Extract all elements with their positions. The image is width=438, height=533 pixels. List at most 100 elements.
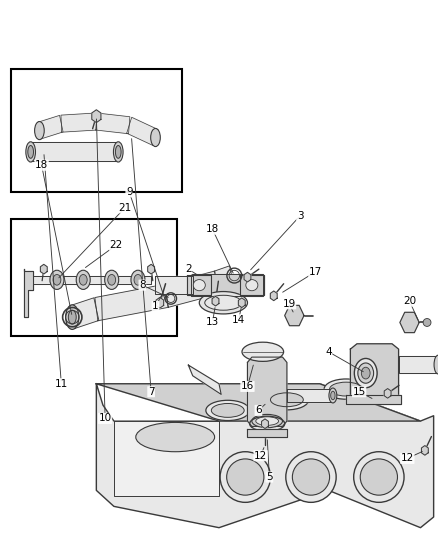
Text: 18: 18 <box>35 160 48 170</box>
Ellipse shape <box>116 146 121 158</box>
Text: 10: 10 <box>99 414 112 423</box>
Bar <box>11 69 182 192</box>
Text: 2: 2 <box>185 264 192 274</box>
Ellipse shape <box>242 342 284 361</box>
Text: 14: 14 <box>232 315 245 325</box>
Text: 18: 18 <box>206 224 219 234</box>
Polygon shape <box>287 389 333 402</box>
Ellipse shape <box>265 390 309 410</box>
Ellipse shape <box>76 270 90 289</box>
Polygon shape <box>188 365 221 394</box>
Ellipse shape <box>358 363 374 383</box>
Polygon shape <box>421 446 428 455</box>
Ellipse shape <box>270 393 304 407</box>
Polygon shape <box>127 117 158 146</box>
Polygon shape <box>350 344 399 402</box>
Text: 3: 3 <box>297 211 304 221</box>
Polygon shape <box>40 264 47 274</box>
Ellipse shape <box>434 356 438 374</box>
Text: 21: 21 <box>118 203 131 213</box>
Circle shape <box>423 319 431 326</box>
Polygon shape <box>31 142 118 161</box>
Ellipse shape <box>211 403 244 417</box>
Text: 8: 8 <box>139 280 146 290</box>
Ellipse shape <box>35 122 44 140</box>
Bar <box>11 219 177 336</box>
Ellipse shape <box>79 274 87 285</box>
Ellipse shape <box>53 274 61 285</box>
Text: 12: 12 <box>401 454 414 463</box>
Polygon shape <box>214 266 235 294</box>
Polygon shape <box>164 271 219 307</box>
Ellipse shape <box>324 379 368 399</box>
Ellipse shape <box>286 452 336 502</box>
Polygon shape <box>400 312 419 333</box>
Ellipse shape <box>227 459 264 495</box>
Ellipse shape <box>113 142 123 162</box>
Polygon shape <box>247 357 287 426</box>
Ellipse shape <box>134 274 142 285</box>
Polygon shape <box>384 389 391 398</box>
Polygon shape <box>399 356 438 373</box>
Polygon shape <box>261 419 268 429</box>
Text: 12: 12 <box>254 451 267 461</box>
Polygon shape <box>187 275 211 295</box>
Ellipse shape <box>331 391 335 400</box>
Ellipse shape <box>206 400 250 421</box>
Text: 15: 15 <box>353 387 366 397</box>
Text: 5: 5 <box>266 472 273 482</box>
Ellipse shape <box>329 388 337 403</box>
Ellipse shape <box>256 417 279 425</box>
Ellipse shape <box>68 310 76 324</box>
Polygon shape <box>96 384 434 528</box>
Polygon shape <box>156 297 164 308</box>
Ellipse shape <box>330 382 363 396</box>
Text: 1: 1 <box>152 302 159 311</box>
Ellipse shape <box>26 142 35 162</box>
Ellipse shape <box>354 452 404 502</box>
Polygon shape <box>96 384 420 421</box>
Polygon shape <box>61 113 97 132</box>
Polygon shape <box>285 305 304 326</box>
Ellipse shape <box>66 305 79 329</box>
Polygon shape <box>24 269 33 317</box>
Text: 4: 4 <box>325 347 332 357</box>
Text: 9: 9 <box>126 187 133 197</box>
Ellipse shape <box>360 459 398 495</box>
Ellipse shape <box>205 295 242 310</box>
Polygon shape <box>148 264 155 274</box>
Ellipse shape <box>246 280 258 290</box>
Ellipse shape <box>252 415 283 427</box>
Polygon shape <box>244 272 251 282</box>
Ellipse shape <box>220 452 271 502</box>
Text: 20: 20 <box>403 296 416 306</box>
Ellipse shape <box>361 367 370 379</box>
Text: 6: 6 <box>255 406 262 415</box>
Ellipse shape <box>354 358 377 387</box>
Ellipse shape <box>131 270 145 289</box>
Ellipse shape <box>199 292 247 314</box>
Polygon shape <box>92 110 101 123</box>
Ellipse shape <box>151 128 160 147</box>
Ellipse shape <box>136 422 215 452</box>
Text: 22: 22 <box>110 240 123 250</box>
Text: 16: 16 <box>241 382 254 391</box>
Polygon shape <box>38 116 63 139</box>
Polygon shape <box>346 395 401 404</box>
Text: 7: 7 <box>148 387 155 397</box>
Polygon shape <box>212 296 219 306</box>
Polygon shape <box>96 113 130 134</box>
Polygon shape <box>247 429 287 437</box>
Text: 13: 13 <box>206 318 219 327</box>
Polygon shape <box>270 291 277 301</box>
Polygon shape <box>70 298 99 328</box>
Ellipse shape <box>108 274 116 285</box>
Polygon shape <box>95 284 168 321</box>
Polygon shape <box>240 275 264 295</box>
Ellipse shape <box>292 459 329 495</box>
Polygon shape <box>191 274 263 296</box>
Polygon shape <box>238 298 245 308</box>
Polygon shape <box>155 276 193 294</box>
Text: 11: 11 <box>55 379 68 389</box>
Ellipse shape <box>50 270 64 289</box>
